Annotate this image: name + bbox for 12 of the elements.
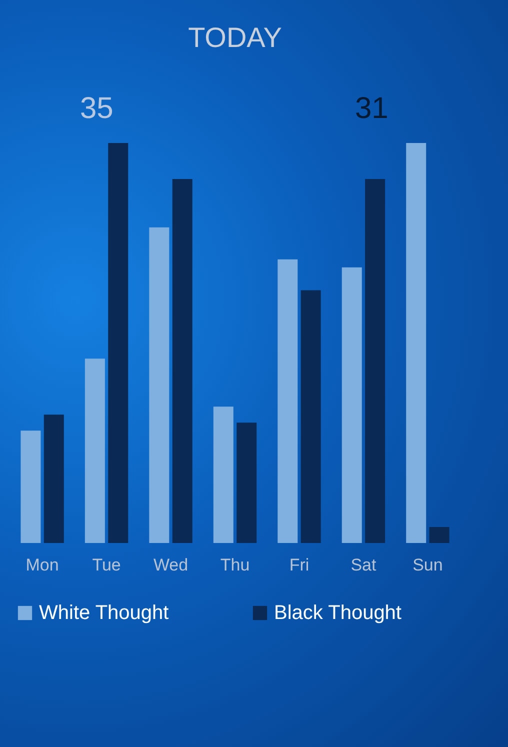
legend-label: White Thought [39,602,170,624]
x-tick-label: Sun [412,556,443,574]
chart-title: TODAY [188,22,282,53]
text: 35 [80,92,114,126]
x-tick-label: Fri [289,556,310,574]
x-tick-label: Mon [26,556,59,574]
x-tick-label: Wed [153,556,188,574]
x-tick-label: Thu [220,556,250,574]
x-tick-label: Sat [350,556,376,574]
text: 31 [355,92,388,126]
x-tick-label: Tue [92,556,121,574]
legend-label: Black Thought [274,602,402,624]
